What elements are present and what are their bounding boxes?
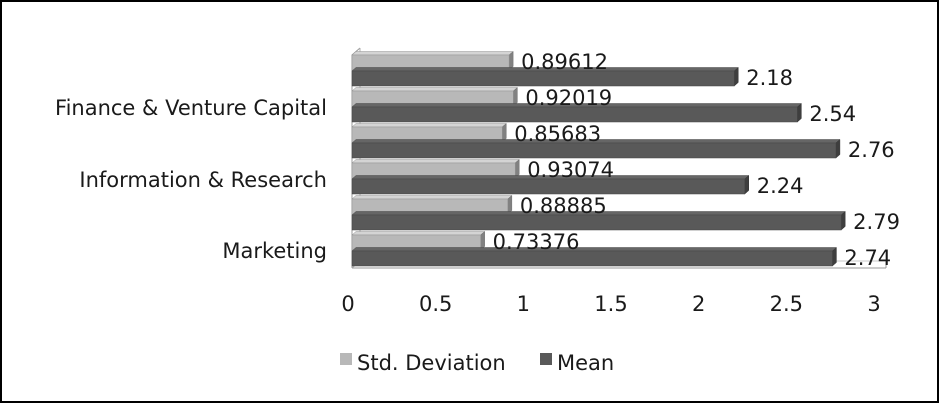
bar-end-face bbox=[797, 102, 802, 123]
bar-end-face bbox=[480, 230, 485, 251]
bar-front-face bbox=[351, 70, 735, 87]
bar-std-deviation-6 bbox=[351, 230, 486, 251]
bar-end-face bbox=[835, 138, 841, 159]
bar-front-face bbox=[351, 214, 842, 231]
category-label: Information & Research bbox=[79, 168, 327, 192]
bar-end-face bbox=[744, 174, 749, 195]
bar-mean-3 bbox=[351, 138, 841, 159]
bar-end-face bbox=[508, 50, 514, 71]
x-tick-label: 0 bbox=[341, 292, 354, 316]
legend: Std. Deviation Mean bbox=[340, 351, 614, 375]
bar-std-deviation-3 bbox=[351, 122, 507, 143]
data-labels: 0.89612 2.18 0.92019 2.54 0.85683 2.76 0.93074… bbox=[493, 50, 900, 270]
category-label: Marketing bbox=[222, 239, 327, 263]
bar-top-face bbox=[351, 87, 519, 92]
bar-std-deviation-4 bbox=[351, 158, 520, 179]
bar-top-face bbox=[351, 195, 513, 200]
data-label-mean-4: 2.24 bbox=[757, 174, 804, 198]
bar-end-face bbox=[507, 194, 513, 215]
bar-top-face bbox=[351, 159, 520, 164]
bar-end-face bbox=[514, 158, 520, 179]
bar-top-face bbox=[351, 51, 514, 56]
bar-front-face bbox=[351, 106, 798, 123]
bar-front-face bbox=[351, 142, 837, 159]
data-label-std-deviation-2: 0.92019 bbox=[525, 86, 612, 110]
bar-std-deviation-1 bbox=[351, 50, 514, 71]
data-label-std-deviation-6: 0.73376 bbox=[493, 230, 580, 254]
x-tick-label: 1 bbox=[517, 292, 530, 316]
bar-mean-5 bbox=[351, 210, 846, 231]
category-labels: Finance & Venture Capital Information & R… bbox=[55, 96, 327, 263]
legend-label: Mean bbox=[557, 351, 614, 375]
legend-swatch bbox=[540, 353, 552, 365]
data-label-mean-2: 2.54 bbox=[809, 102, 856, 126]
legend-item: Std. Deviation bbox=[340, 351, 506, 375]
x-tick-label: 2.5 bbox=[770, 292, 803, 316]
x-tick-label: 2 bbox=[692, 292, 705, 316]
bar-mean-4 bbox=[351, 174, 750, 195]
data-label-mean-3: 2.76 bbox=[848, 138, 895, 162]
data-label-std-deviation-5: 0.88885 bbox=[520, 194, 607, 218]
bar-std-deviation-2 bbox=[351, 86, 519, 107]
bar-end-face bbox=[513, 86, 518, 107]
bar-mean-2 bbox=[351, 102, 803, 123]
bar-mean-1 bbox=[351, 66, 739, 87]
bar-top-face bbox=[351, 231, 486, 236]
x-tick-label: 0.5 bbox=[419, 292, 452, 316]
data-label-std-deviation-1: 0.89612 bbox=[521, 50, 608, 74]
data-label-mean-1: 2.18 bbox=[746, 66, 793, 90]
x-axis-tick-labels: 0 0.5 1 1.5 2 2.5 3 bbox=[341, 292, 880, 316]
data-label-std-deviation-4: 0.93074 bbox=[527, 158, 614, 182]
bar-end-face bbox=[840, 210, 846, 231]
x-tick-label: 1.5 bbox=[594, 292, 627, 316]
data-label-mean-6: 2.74 bbox=[844, 246, 891, 270]
bar-end-face bbox=[832, 246, 837, 267]
x-tick-label: 3 bbox=[867, 292, 880, 316]
bar-mean-6 bbox=[351, 246, 838, 267]
data-label-std-deviation-3: 0.85683 bbox=[514, 122, 601, 146]
bar-end-face bbox=[733, 66, 739, 87]
bar-top-face bbox=[351, 247, 838, 252]
bar-front-face bbox=[351, 178, 745, 195]
legend-swatch bbox=[340, 353, 352, 365]
bar-front-face bbox=[351, 250, 833, 267]
bars bbox=[351, 50, 846, 267]
bar-std-deviation-5 bbox=[351, 194, 513, 215]
legend-label: Std. Deviation bbox=[357, 351, 506, 375]
legend-item: Mean bbox=[540, 351, 614, 375]
category-label: Finance & Venture Capital bbox=[55, 96, 327, 120]
bar-end-face bbox=[501, 122, 507, 143]
bar-top-face bbox=[351, 123, 507, 128]
data-label-mean-5: 2.79 bbox=[853, 210, 900, 234]
